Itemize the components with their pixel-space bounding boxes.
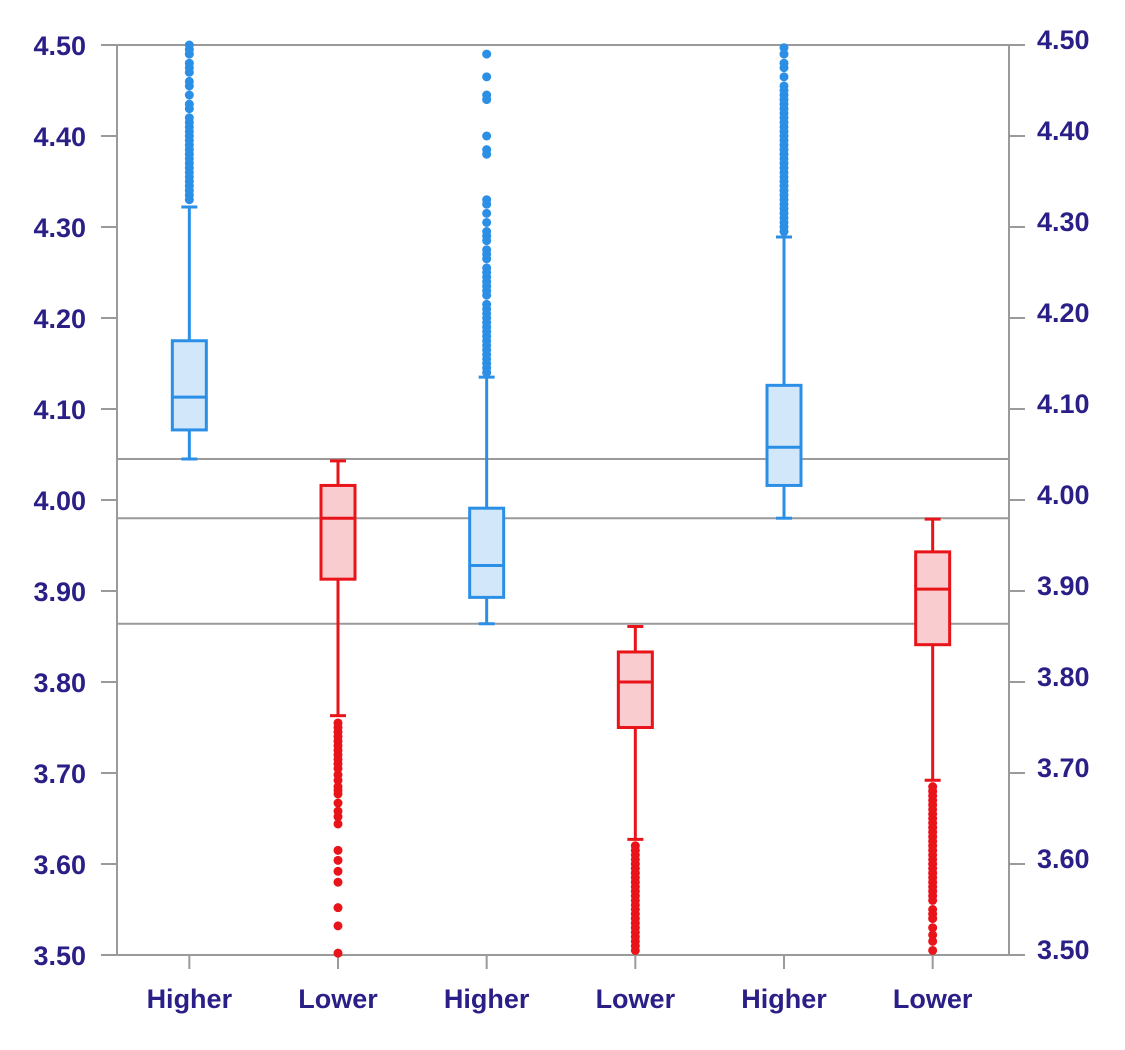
x-category-label: Higher — [741, 984, 827, 1014]
outlier-point — [482, 49, 492, 59]
iqr-box — [765, 383, 803, 487]
outlier-point — [184, 113, 194, 123]
reference-lines — [117, 458, 1009, 625]
right-y-tick-label: 3.60 — [1037, 844, 1090, 874]
left-y-tick-label: 4.40 — [33, 122, 86, 152]
outlier-point — [482, 195, 492, 205]
outlier-point — [333, 948, 343, 958]
outlier-point — [928, 905, 938, 914]
outlier-point — [482, 227, 492, 237]
left-y-axis: 3.50 3.60 3.70 3.80 3.90 4.00 4.10 4.20 4.30 4.40… — [33, 31, 117, 971]
outlier-point — [333, 921, 343, 931]
outlier-point — [333, 877, 343, 887]
outlier-point — [928, 945, 938, 955]
outlier-point — [333, 770, 343, 780]
left-y-tick-label: 3.70 — [33, 759, 86, 789]
x-category-label: Lower — [893, 984, 973, 1014]
left-y-tick-label: 3.50 — [33, 941, 86, 971]
outlier-point — [333, 855, 343, 865]
outlier-point — [184, 58, 194, 68]
outlier-point — [184, 99, 194, 109]
iqr-box — [914, 550, 952, 647]
x-axis: Higher Lower Higher Lower Higher Lower — [147, 955, 973, 1014]
box-group-5 — [914, 517, 952, 955]
right-y-tick-label: 4.20 — [1037, 298, 1090, 328]
outlier-point — [333, 806, 343, 816]
right-y-tick-label: 3.90 — [1037, 571, 1090, 601]
outlier-point — [333, 718, 343, 728]
outlier-point — [779, 43, 789, 53]
outlier-point — [184, 76, 194, 86]
left-y-tick-label: 3.90 — [33, 577, 86, 607]
outlier-point — [482, 145, 492, 155]
box-group-1 — [319, 459, 357, 958]
left-y-tick-label: 3.80 — [33, 668, 86, 698]
outlier-point — [482, 131, 492, 141]
outlier-point — [482, 90, 492, 100]
outlier-point — [184, 90, 194, 100]
outlier-point — [928, 936, 938, 946]
right-y-tick-label: 3.70 — [1037, 753, 1090, 783]
right-y-tick-label: 4.00 — [1037, 480, 1090, 510]
right-y-tick-label: 4.30 — [1037, 207, 1090, 237]
left-y-tick-label: 4.50 — [33, 31, 86, 61]
left-y-tick-label: 3.60 — [33, 850, 86, 880]
outlier-point — [482, 263, 492, 273]
outlier-point — [482, 299, 492, 309]
right-y-tick-label: 3.50 — [1037, 935, 1090, 965]
iqr-box — [170, 339, 208, 432]
outlier-point — [630, 841, 640, 851]
box-group-0 — [170, 40, 208, 461]
box-group-2 — [468, 49, 506, 626]
outlier-point — [333, 903, 343, 913]
iqr-box — [616, 650, 654, 729]
x-category-label: Higher — [444, 984, 530, 1014]
right-y-tick-label: 4.10 — [1037, 389, 1090, 419]
outlier-point — [333, 782, 343, 792]
iqr-box — [319, 483, 357, 581]
boxes — [170, 40, 952, 958]
right-y-tick-label: 4.40 — [1037, 116, 1090, 146]
left-y-tick-label: 4.30 — [33, 213, 86, 243]
outlier-point — [928, 782, 938, 792]
x-category-label: Lower — [298, 984, 378, 1014]
outlier-point — [482, 245, 492, 255]
outlier-point — [779, 58, 789, 68]
iqr-box — [468, 506, 506, 599]
outlier-point — [333, 819, 343, 829]
outlier-point — [928, 930, 938, 940]
left-y-tick-label: 4.10 — [33, 395, 86, 425]
outlier-point — [779, 49, 789, 59]
outlier-point — [184, 40, 194, 50]
outlier-point — [482, 217, 492, 227]
outlier-point — [779, 81, 789, 91]
outlier-point — [482, 208, 492, 218]
box-group-4 — [765, 43, 803, 520]
outlier-point — [333, 866, 343, 876]
outlier-point — [333, 845, 343, 855]
x-category-label: Higher — [147, 984, 233, 1014]
left-y-tick-label: 4.20 — [33, 304, 86, 334]
box-group-3 — [616, 624, 654, 955]
right-y-axis: 3.50 3.60 3.70 3.80 3.90 4.00 4.10 4.20 4.30 4.40… — [1009, 25, 1090, 965]
outlier-point — [482, 72, 492, 82]
outlier-point — [928, 923, 938, 933]
outlier-point — [779, 72, 789, 82]
left-y-tick-label: 4.00 — [33, 486, 86, 516]
right-y-tick-label: 4.50 — [1037, 25, 1090, 55]
plot-frame — [116, 44, 1010, 956]
x-category-label: Lower — [596, 984, 676, 1014]
outlier-point — [333, 798, 343, 808]
right-y-tick-label: 3.80 — [1037, 662, 1090, 692]
